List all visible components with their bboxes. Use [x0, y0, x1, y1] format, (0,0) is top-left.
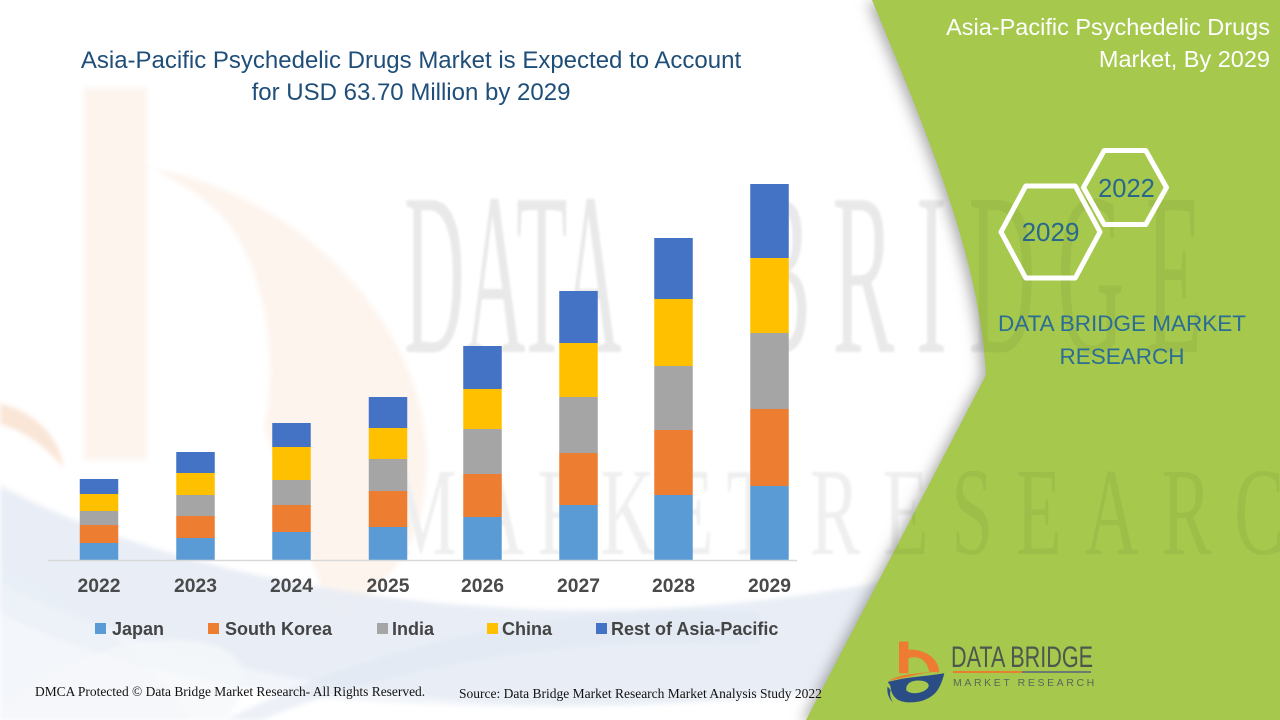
svg-text:2029: 2029 — [1022, 217, 1080, 247]
svg-text:2022: 2022 — [1098, 175, 1155, 203]
